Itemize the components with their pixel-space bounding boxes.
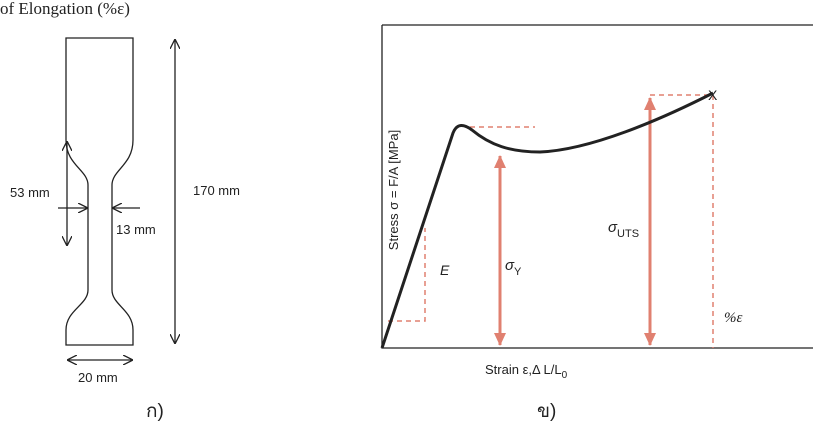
header: of Elongation (%ε) [0, 0, 130, 18]
total-length-label: 170 mm [193, 183, 240, 198]
y-axis-label: Stress σ = F/A [MPa] [386, 130, 401, 250]
gauge-width-label: 13 mm [116, 222, 156, 237]
modulus-guide [388, 228, 426, 322]
caption-b: ข) [537, 401, 556, 422]
graph-frame [381, 24, 813, 349]
grip-width-label: 20 mm [78, 370, 118, 385]
uts-label: σUTS [608, 219, 639, 240]
specimen-outline [65, 37, 134, 346]
gauge-length-label: 53 mm [10, 185, 50, 200]
yield-label: σY [505, 257, 522, 278]
elongation-label: %ε [724, 310, 742, 326]
caption-a: ก) [146, 401, 164, 422]
uts-guide [650, 94, 714, 348]
stress-strain-curve [380, 91, 714, 349]
modulus-label: E [440, 262, 450, 278]
x-axis-label: Strain ε,Δ L/L0 [485, 362, 568, 381]
fracture-mark: X [708, 87, 718, 103]
